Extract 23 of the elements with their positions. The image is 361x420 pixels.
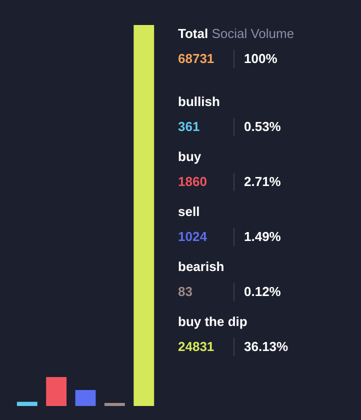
text: buy the dip: [178, 314, 248, 329]
bar: [46, 377, 67, 406]
text: 2.71%: [244, 174, 282, 189]
bar: [16, 402, 38, 406]
text: sell: [178, 204, 200, 219]
text: 361: [178, 119, 200, 134]
text: 68731: [178, 51, 214, 66]
bar: [104, 402, 125, 406]
text: 100%: [244, 51, 278, 66]
text: 24831: [178, 339, 214, 354]
text: 36.13%: [244, 339, 289, 354]
bar: [75, 390, 96, 406]
text: bullish: [178, 94, 220, 109]
text: 0.12%: [244, 284, 282, 299]
text: 83: [178, 284, 192, 299]
text: bearish: [178, 259, 224, 274]
text: 1860: [178, 174, 207, 189]
text: Total Social Volume: [178, 26, 294, 41]
text: 0.53%: [244, 119, 282, 134]
text: 1.49%: [244, 229, 282, 244]
text: buy: [178, 149, 202, 164]
bar: [134, 25, 154, 406]
text: 1024: [178, 229, 208, 244]
